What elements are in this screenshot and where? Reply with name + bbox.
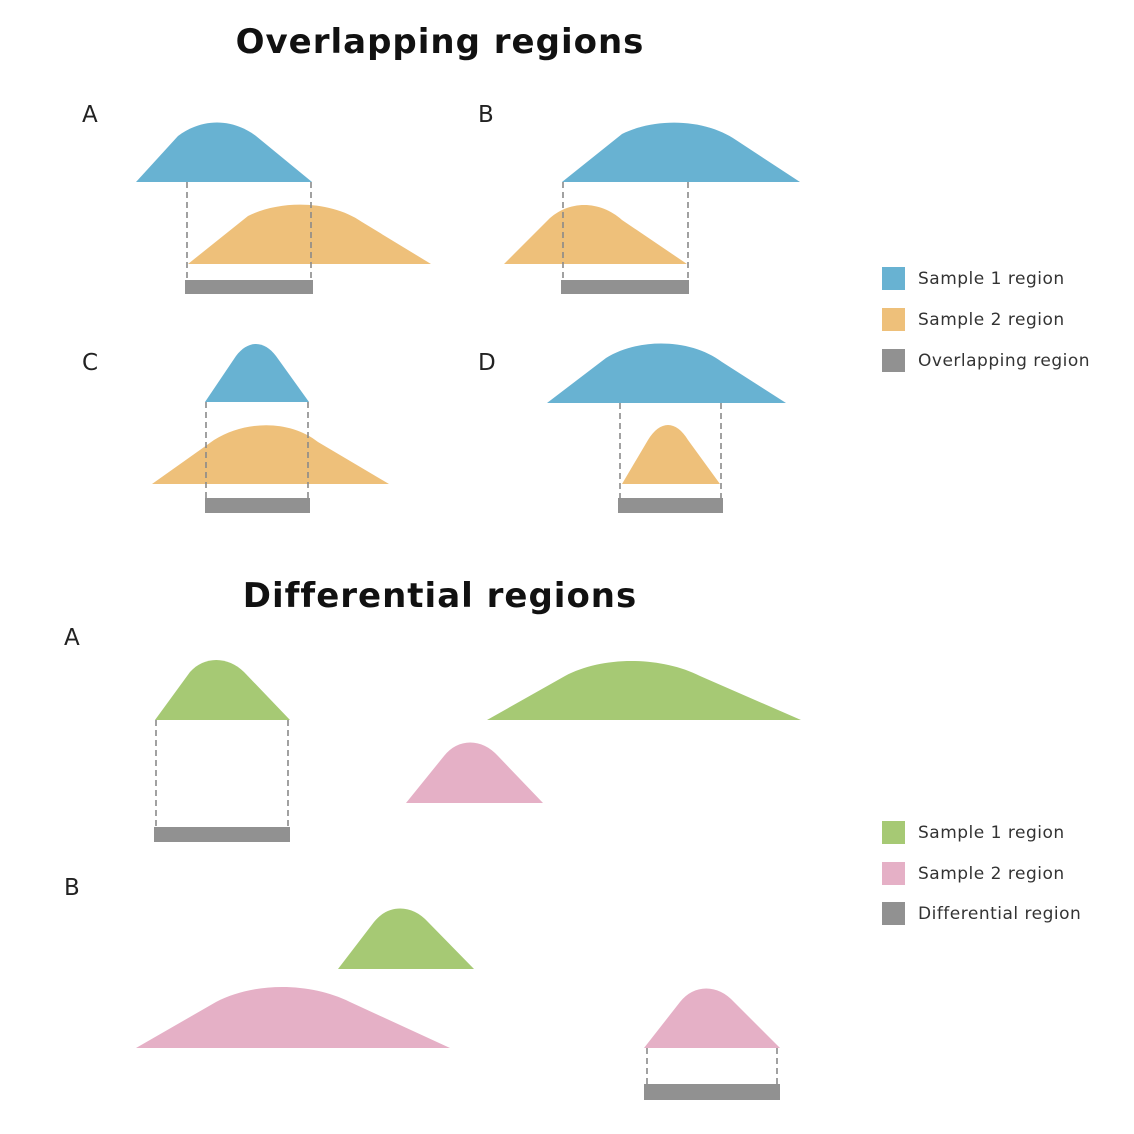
overlap-title: Overlapping regions [236, 22, 645, 62]
overlap-panel-c: C [82, 344, 389, 513]
overlap-c-sample1-peak [205, 344, 309, 402]
differential-a-sample1-peak-left [155, 660, 290, 720]
overlap-panel-d: D [478, 343, 786, 513]
overlap-legend-swatch-result [882, 349, 905, 372]
overlap-panel-b-label: B [478, 102, 494, 128]
overlap-panel-a-label: A [82, 102, 98, 128]
differential-b-sample2-peak-left [136, 987, 450, 1048]
overlap-legend-swatch-sample2 [882, 308, 905, 331]
differential-a-sample2-peak [406, 742, 543, 803]
overlap-a-sample2-peak [188, 204, 431, 264]
overlap-d-sample2-peak [622, 425, 720, 484]
overlap-a-result-bar [185, 280, 313, 294]
overlap-legend-label-sample1: Sample 1 region [918, 269, 1065, 289]
overlap-d-result-bar [618, 498, 723, 513]
overlap-b-result-bar [561, 280, 689, 294]
overlap-c-sample2-peak [152, 425, 389, 484]
overlap-panel-b: B [478, 102, 800, 294]
overlap-panel-c-label: C [82, 350, 98, 376]
differential-b-sample1-peak [338, 908, 474, 969]
overlap-legend-label-sample2: Sample 2 region [918, 310, 1065, 330]
overlap-legend: Sample 1 region Sample 2 region Overlapp… [882, 267, 1090, 372]
differential-panel-a: A [64, 625, 801, 842]
overlap-d-sample1-peak [547, 343, 786, 403]
overlap-a-sample1-peak [136, 122, 312, 182]
differential-panel-b-label: B [64, 875, 80, 901]
differential-b-sample2-peak-right [644, 988, 780, 1048]
differential-panel-b: B [64, 875, 780, 1100]
differential-legend-label-sample2: Sample 2 region [918, 864, 1065, 884]
differential-a-sample1-peak-right [487, 661, 801, 720]
differential-legend-label-result: Differential region [918, 904, 1081, 924]
differential-legend: Sample 1 region Sample 2 region Differen… [882, 821, 1081, 925]
differential-legend-label-sample1: Sample 1 region [918, 823, 1065, 843]
differential-b-result-bar [644, 1084, 780, 1100]
overlap-b-sample1-peak [562, 122, 800, 182]
overlap-panel-a: A [82, 102, 431, 294]
differential-panel-a-label: A [64, 625, 80, 651]
overlap-c-result-bar [205, 498, 310, 513]
differential-a-result-bar [154, 827, 290, 842]
overlap-b-sample2-peak [504, 205, 687, 264]
differential-legend-swatch-sample1 [882, 821, 905, 844]
differential-title: Differential regions [243, 576, 638, 616]
overlap-panel-d-label: D [478, 350, 496, 376]
overlap-legend-label-result: Overlapping region [918, 351, 1090, 371]
differential-legend-swatch-result [882, 902, 905, 925]
overlap-legend-swatch-sample1 [882, 267, 905, 290]
differential-legend-swatch-sample2 [882, 862, 905, 885]
